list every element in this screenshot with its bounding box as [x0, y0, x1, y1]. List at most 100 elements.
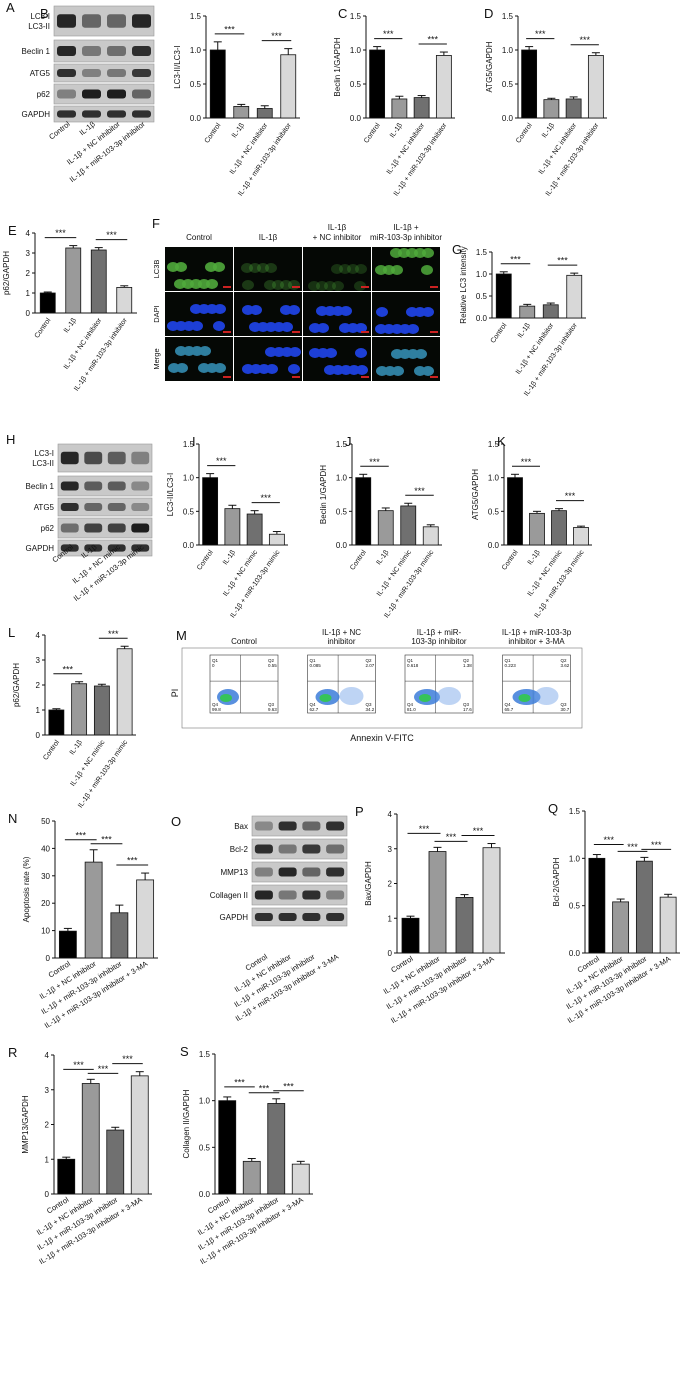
band-label: LC3-II: [28, 22, 50, 31]
y-axis-label: Bcl-2/GAPDH: [552, 857, 561, 906]
micrograph: [165, 337, 233, 381]
protein-band: [326, 821, 345, 831]
flow-x-label: Annexin V-FITC: [350, 733, 414, 743]
band-label: LC3-I: [34, 449, 54, 458]
protein-band: [107, 68, 126, 78]
y-axis-label: LC3-II/LC3-I: [166, 473, 175, 517]
y-tick-label: 2: [45, 1121, 50, 1130]
band-label: GAPDH: [26, 544, 55, 553]
bar: [202, 477, 219, 546]
y-tick-label: 1.5: [183, 440, 195, 449]
panel-label-C: C: [338, 6, 347, 21]
y-tick-label: 4: [45, 1051, 50, 1060]
cell: [376, 366, 388, 376]
y-tick-label: 40: [41, 844, 50, 853]
cell: [167, 262, 179, 272]
protein-band: [107, 14, 126, 28]
category-label: IL-1β: [517, 322, 532, 339]
y-tick-label: 1.5: [190, 12, 202, 21]
cell: [309, 323, 321, 333]
category-label: IL-1β: [63, 317, 78, 334]
significance-label: ***: [259, 1083, 270, 1093]
quadrant-value: 3.62: [561, 663, 570, 668]
y-tick-label: 0.5: [183, 507, 195, 516]
band-label: ATG5: [30, 69, 51, 78]
bar: [256, 108, 273, 119]
bar: [413, 97, 430, 119]
scale-bar: [430, 376, 438, 378]
dot-plot: [502, 654, 571, 714]
column-title: IL-1β: [259, 233, 278, 242]
band-label: p62: [41, 524, 55, 533]
protein-band: [107, 481, 126, 491]
category-label: IL-1β: [541, 122, 556, 139]
quadrant-value: 30.7: [561, 707, 570, 712]
y-tick-label: 0.0: [199, 1190, 211, 1199]
panel-label-N: N: [8, 811, 17, 826]
cell: [355, 264, 367, 274]
bar: [573, 527, 589, 546]
micrograph: [303, 247, 371, 291]
protein-band: [84, 451, 103, 465]
micrograph: [234, 247, 302, 291]
y-axis-label: Beclin 1/GAPDH: [319, 465, 328, 524]
y-tick-label: 3: [36, 656, 41, 665]
protein-band: [278, 821, 297, 831]
cell: [175, 346, 187, 356]
significance-label: ***: [75, 830, 86, 840]
bar: [659, 896, 677, 954]
bar: [110, 912, 129, 959]
scale-bar: [223, 286, 231, 288]
category-label: Control: [196, 549, 215, 572]
cell: [390, 248, 402, 258]
cell: [242, 364, 254, 374]
protein-band: [107, 46, 126, 56]
bar: [106, 1129, 125, 1195]
significance-label: ***: [603, 835, 614, 845]
bar: [65, 247, 82, 314]
bar: [401, 917, 420, 954]
protein-band: [84, 481, 103, 491]
category-label: Control: [515, 122, 534, 145]
y-tick-label: 1: [388, 914, 393, 923]
y-tick-label: 0.0: [488, 541, 500, 550]
protein-band: [107, 110, 126, 118]
y-tick-label: 10: [41, 927, 50, 936]
protein-band: [326, 867, 345, 877]
quadrant-value: 0: [212, 663, 215, 668]
chart-G: G 0.0 0.5 1.0 1.5 Relative LC3 intensity Contr…: [452, 242, 586, 397]
quadrant-name: Q1: [212, 658, 219, 663]
quadrant-name: Q1: [505, 658, 512, 663]
bar: [529, 512, 545, 546]
band-label: LC3-I: [30, 12, 50, 21]
y-tick-label: 1.5: [336, 440, 348, 449]
dot-plot: [404, 654, 474, 714]
significance-label: ***: [535, 29, 546, 39]
cell: [309, 348, 321, 358]
y-axis-label: Beclin 1/GAPDH: [333, 37, 342, 96]
scale-bar: [361, 376, 369, 378]
protein-band: [84, 502, 103, 512]
quadrant-name: Q2: [463, 658, 470, 663]
protein-band: [132, 89, 151, 99]
significance-label: ***: [651, 840, 662, 850]
cell-cloud: [319, 694, 332, 702]
y-tick-label: 0: [36, 731, 41, 740]
significance-label: ***: [565, 491, 576, 501]
column-title: IL-1β +: [393, 223, 419, 232]
blot-strip: [251, 815, 348, 837]
bar: [391, 98, 408, 119]
panel-label-L: L: [8, 625, 15, 640]
significance-label: ***: [557, 256, 568, 266]
cell: [265, 263, 277, 273]
significance-label: ***: [627, 842, 638, 852]
y-tick-label: 2: [388, 880, 393, 889]
bar: [116, 648, 133, 736]
significance-label: ***: [101, 834, 112, 844]
band-label: Bax: [234, 822, 248, 831]
